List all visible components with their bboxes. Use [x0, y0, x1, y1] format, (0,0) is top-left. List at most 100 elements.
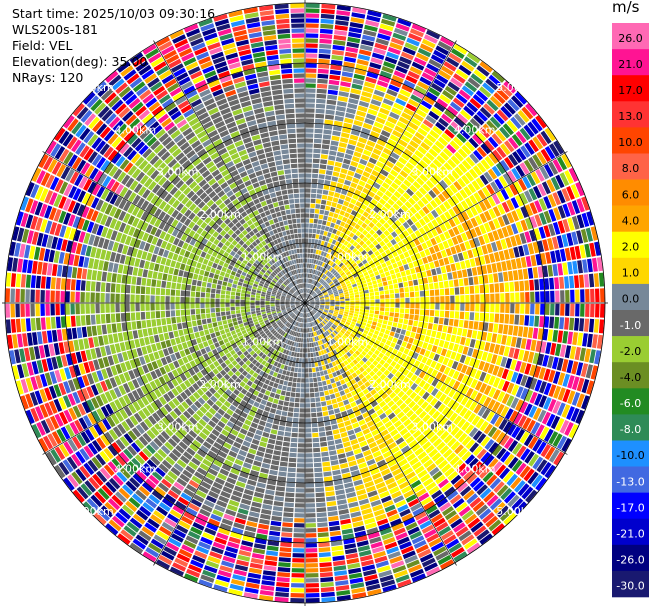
range-gate-cell [363, 569, 377, 577]
range-gate-cell [515, 462, 527, 476]
range-gate-cell [389, 555, 403, 564]
range-gate-cell [374, 214, 382, 221]
range-gate-cell [305, 33, 319, 38]
range-gate-cell [268, 333, 273, 338]
range-gate-cell [175, 444, 185, 454]
range-gate-cell [408, 439, 418, 448]
range-gate-cell [373, 287, 379, 292]
range-gate-cell [515, 130, 527, 144]
range-gate-cell [360, 303, 365, 306]
range-gate-cell [469, 194, 478, 205]
range-gate-cell [584, 348, 591, 363]
range-gate-cell [305, 498, 315, 503]
range-gate-cell [294, 402, 300, 408]
range-gate-cell [307, 313, 309, 318]
range-gate-cell [276, 362, 282, 368]
range-gate-cell [413, 203, 421, 212]
range-gate-cell [406, 144, 416, 153]
range-gate-cell [316, 270, 319, 276]
range-gate-cell [129, 542, 144, 554]
range-gate-cell [392, 433, 402, 441]
range-gate-cell [349, 268, 355, 273]
range-gate-cell [354, 276, 360, 281]
range-gate-cell [463, 320, 469, 329]
range-gate-cell [556, 435, 568, 450]
range-gate-cell [307, 348, 310, 353]
range-gate-cell [403, 335, 410, 342]
range-gate-cell [325, 175, 332, 181]
range-gate-cell [302, 353, 305, 358]
range-gate-cell [575, 289, 580, 303]
range-gate-cell [251, 359, 258, 365]
range-gate-cell [458, 530, 472, 542]
range-gate-cell [352, 352, 358, 359]
range-gate-cell [418, 321, 424, 328]
range-gate-cell [377, 112, 388, 120]
range-gate-cell [305, 88, 316, 93]
range-gate-cell [422, 215, 431, 224]
range-gate-cell [364, 274, 370, 280]
range-gate-cell [243, 332, 249, 338]
range-gate-cell [334, 258, 340, 264]
range-gate-cell [433, 244, 440, 253]
range-gate-cell [242, 423, 250, 431]
range-gate-cell [325, 109, 335, 115]
range-gate-cell [406, 227, 414, 235]
range-gate-cell [299, 307, 302, 311]
range-gate-cell [295, 311, 299, 315]
range-gate-cell [156, 530, 170, 541]
range-gate-cell [305, 273, 307, 278]
range-gate-cell [523, 124, 535, 138]
range-gate-cell [259, 321, 265, 326]
range-gate-cell [293, 309, 297, 313]
range-gate-cell [109, 377, 118, 388]
range-gate-cell [439, 203, 447, 213]
range-gate-cell [423, 562, 438, 572]
range-gate-cell [461, 144, 472, 155]
range-gate-cell [357, 436, 366, 443]
range-gate-cell [444, 221, 452, 230]
range-gate-cell [115, 454, 126, 467]
range-gate-cell [280, 364, 285, 370]
range-gate-cell [410, 382, 418, 391]
range-gate-cell [553, 140, 564, 155]
range-gate-cell [150, 538, 164, 549]
range-gate-cell [335, 156, 344, 163]
range-gate-cell [285, 315, 290, 320]
range-gate-cell [305, 523, 316, 528]
range-gate-cell [398, 282, 404, 288]
range-gate-cell [459, 189, 468, 199]
range-gate-cell [289, 447, 297, 453]
range-gate-cell [301, 368, 305, 373]
range-gate-cell [257, 392, 264, 399]
range-gate-cell [427, 221, 435, 230]
range-gate-cell [262, 570, 276, 576]
range-gate-cell [450, 246, 457, 255]
range-gate-cell [412, 416, 421, 425]
range-gate-cell [316, 276, 320, 281]
range-gate-cell [268, 315, 273, 319]
range-gate-cell [557, 220, 566, 234]
range-gate-cell [406, 37, 420, 47]
range-gate-cell [359, 158, 368, 166]
range-gate-cell [305, 578, 319, 583]
range-gate-cell [273, 338, 279, 343]
range-gate-cell [425, 91, 438, 101]
range-gate-cell [438, 339, 445, 348]
range-gate-cell [519, 280, 525, 292]
range-gate-cell [365, 239, 372, 246]
range-gate-cell [397, 93, 409, 102]
range-gate-cell [504, 140, 515, 153]
range-gate-cell [329, 293, 334, 297]
range-gate-cell [199, 406, 208, 414]
range-gate-cell [321, 267, 325, 273]
range-gate-cell [313, 143, 322, 149]
range-gate-cell [158, 554, 173, 566]
range-gate-cell [471, 267, 478, 276]
range-gate-cell [380, 446, 390, 454]
range-gate-cell [450, 474, 462, 485]
range-gate-cell [460, 364, 468, 374]
range-gate-cell [432, 410, 441, 420]
range-gate-cell [241, 540, 254, 547]
range-gate-cell [242, 357, 248, 363]
